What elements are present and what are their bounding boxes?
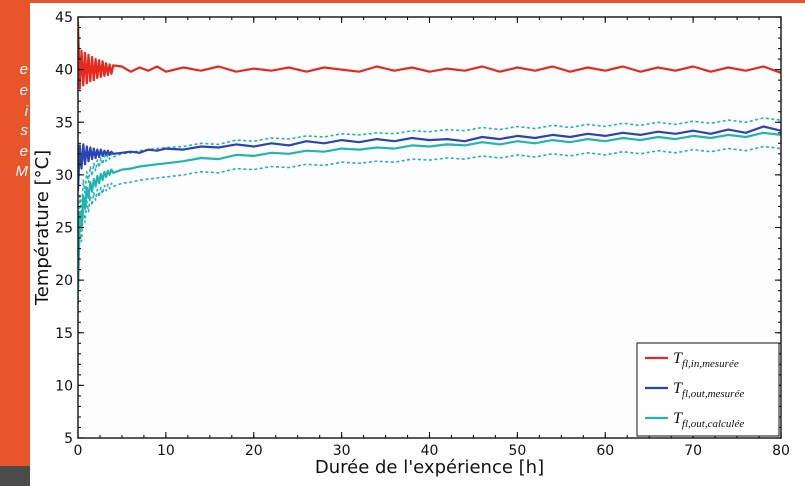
y-tick-label: 20: [55, 273, 73, 289]
legend-label-symbol: T: [673, 380, 683, 397]
side-banner-text-fragment: e: [19, 61, 28, 78]
side-banner-text-fragment: M: [15, 163, 29, 180]
bottom-corner-shadow: [0, 466, 30, 486]
x-tick-label: 80: [772, 443, 790, 459]
legend-label-tfl-out-calculee: Tfl,out,calculée: [673, 410, 744, 430]
x-tick-label: 70: [684, 443, 702, 459]
y-tick-label: 40: [55, 63, 73, 79]
y-tick-label: 25: [55, 221, 73, 237]
side-banner-text-fragment: s: [20, 122, 29, 139]
series-layer: [78, 22, 781, 305]
axes-frame: [77, 16, 782, 439]
x-tick-label: 20: [245, 443, 263, 459]
y-tick-label: 35: [55, 115, 73, 131]
side-banner-text-fragment: e: [19, 82, 28, 99]
legend-label-symbol: T: [673, 350, 683, 367]
legend-label-subscript: fl,in,mesurée: [682, 358, 739, 370]
x-tick-label: 50: [508, 443, 526, 459]
legend-label-tfl-out-mesuree: Tfl,out,mesurée: [673, 380, 744, 400]
series-line-t-fl-out-calculee: [78, 131, 781, 291]
tick-layer: 0 10 20 30 40 50 60 70 80 5 10 15 20 25 30 35 40 45: [55, 10, 790, 459]
legend-label-subscript: fl,out,mesurée: [682, 388, 744, 400]
y-axis-label: Température [°C]: [32, 150, 53, 306]
series-line-dashed-band-4: [78, 145, 781, 305]
x-tick-label: 0: [74, 443, 83, 459]
x-axis-label: Durée de l'expérience [h]: [315, 457, 544, 478]
series-line-dashed-band-3: [78, 117, 781, 275]
top-banner-strip: [0, 0, 805, 3]
x-tick-label: 40: [421, 443, 439, 459]
legend-label-tfl-in-mesuree: Tfl,in,mesurée: [673, 350, 739, 370]
legend: Tfl,in,mesurée Tfl,out,mesurée Tfl,out,c…: [636, 342, 780, 437]
y-tick-label: 10: [55, 378, 73, 394]
legend-label-subscript: fl,out,calculée: [682, 418, 744, 430]
side-banner-text-fragment: e: [19, 143, 28, 160]
y-tick-label: 30: [55, 168, 73, 184]
series-line-t-fl-out-mesuree: [78, 125, 781, 191]
series-line-t-fl-in-mesuree: [78, 22, 781, 90]
x-tick-label: 60: [596, 443, 614, 459]
side-banner: e e i s e M: [0, 0, 30, 466]
side-banner-text-fragment: i: [24, 103, 28, 120]
y-tick-label: 5: [64, 431, 73, 447]
y-tick-label: 45: [55, 10, 73, 26]
legend-label-symbol: T: [673, 410, 683, 427]
x-tick-label: 10: [157, 443, 175, 459]
y-tick-label: 15: [55, 326, 73, 342]
x-tick-label: 30: [333, 443, 351, 459]
